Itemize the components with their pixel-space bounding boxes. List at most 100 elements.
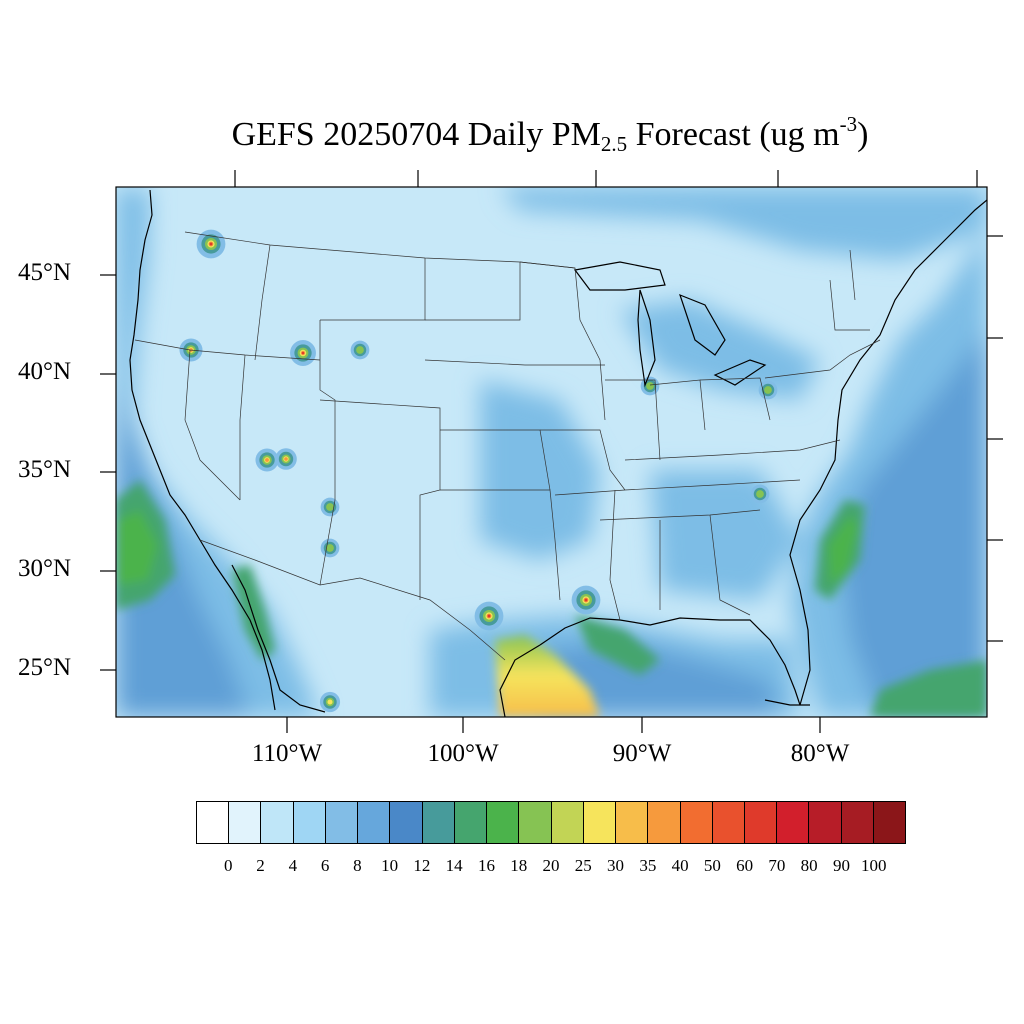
title-prefix: GEFS 20250704 Daily PM <box>231 116 601 153</box>
colorbar-label: 100 <box>860 856 887 875</box>
colorbar-box <box>841 802 874 843</box>
colorbar-label: 10 <box>381 856 399 875</box>
colorbar-box <box>261 802 294 843</box>
hotspot-mark <box>764 386 772 394</box>
lon-label-90w: 90°W <box>612 740 672 767</box>
border-line <box>254 244 271 361</box>
hotspot-mark <box>284 457 288 461</box>
colorbar-box <box>325 802 359 843</box>
hotspot-mark <box>326 503 334 511</box>
lake-erie <box>713 359 767 386</box>
lat-label-45n: 45°N <box>18 259 72 286</box>
hotspot-mark <box>487 614 491 618</box>
colorbar-label: 4 <box>288 856 298 875</box>
california-core <box>118 510 158 585</box>
atlantic-coastline <box>789 199 987 706</box>
colorbar-box <box>519 802 552 843</box>
lake-superior <box>573 261 666 291</box>
colorbar-label: 50 <box>703 856 721 875</box>
colorbar-label: 70 <box>768 856 786 875</box>
tick-marks <box>100 170 1003 733</box>
colorbar-box <box>390 802 423 843</box>
lake-huron <box>679 293 726 356</box>
colorbar-box <box>873 802 906 843</box>
colorbar-label: 35 <box>639 856 657 875</box>
colorbar-label: 18 <box>510 856 528 875</box>
atlantic-core <box>828 515 858 585</box>
title-middle: Forecast (ug m <box>627 116 840 153</box>
border-line <box>609 489 621 621</box>
border-line <box>624 439 841 461</box>
colorbar-box <box>809 802 842 843</box>
caribbean-plume <box>870 660 987 717</box>
title-suffix: ) <box>857 116 869 153</box>
border-line <box>239 354 246 500</box>
hotspot-mark <box>646 382 654 390</box>
border-line <box>709 514 751 616</box>
lat-label-40n: 40°N <box>18 358 72 385</box>
colorbar-box <box>680 802 713 843</box>
colorbar-label: 80 <box>800 856 818 875</box>
colorbar-label: 14 <box>445 856 463 875</box>
lat-label-25n: 25°N <box>18 654 72 681</box>
colorbar-label: 0 <box>224 856 233 875</box>
colorbar-box <box>358 802 391 843</box>
colorbar-label: 25 <box>574 856 592 875</box>
map-frame <box>115 186 988 718</box>
border-line <box>540 429 626 491</box>
hotspot-mark <box>301 351 305 355</box>
border-line <box>605 379 661 461</box>
border-line <box>554 479 801 496</box>
colorbar-label: 40 <box>671 856 689 875</box>
border-line <box>319 320 336 586</box>
midwest-field <box>480 380 600 560</box>
gulf-plume-east <box>575 615 660 675</box>
hotspot-mark <box>327 699 333 705</box>
hotspot-mark <box>265 458 269 462</box>
pacific-deep <box>116 380 250 717</box>
colorbar-box <box>583 802 617 843</box>
hotspot-mark <box>356 346 364 354</box>
hotspot-mark <box>209 242 213 246</box>
colorbar-box <box>454 802 488 843</box>
map-title: GEFS 20250704 Daily PM2.5 Forecast (ug m… <box>0 112 1024 157</box>
mexico-border <box>199 539 506 661</box>
hotspot-mark <box>326 544 334 552</box>
border-line <box>440 489 561 601</box>
border-line <box>849 249 856 301</box>
title-superscript: -3 <box>839 112 858 136</box>
atlantic-deep <box>840 330 987 717</box>
canada-north <box>500 187 987 260</box>
colorbar-label: 90 <box>832 856 850 875</box>
state-borders <box>134 231 881 661</box>
gulf-coastline <box>539 617 801 706</box>
lon-label-80w: 80°W <box>790 740 850 767</box>
colorbar-box <box>712 802 745 843</box>
great-lakes-field <box>620 300 820 400</box>
border-line <box>184 349 241 501</box>
colorbar-box <box>422 802 455 843</box>
colorbar-label: 20 <box>542 856 560 875</box>
colorbar-box <box>487 802 520 843</box>
fire-hotspots <box>179 229 778 713</box>
coastlines <box>129 189 987 717</box>
colorbar-label: 6 <box>320 856 330 875</box>
title-subscript: 2.5 <box>600 132 628 156</box>
colorbar-box <box>293 802 326 843</box>
colorbar-box <box>744 802 778 843</box>
border-line <box>134 339 321 361</box>
mexico-gulf-coast <box>499 644 541 717</box>
colorbar-label: 8 <box>353 856 362 875</box>
border-line <box>764 339 881 379</box>
colorbar-box <box>777 802 810 843</box>
colorbar <box>196 801 906 844</box>
lon-label-100w: 100°W <box>427 740 499 767</box>
border-line <box>519 261 606 421</box>
hotspot-mark <box>756 490 764 498</box>
hotspot-mark <box>584 598 588 602</box>
field-layer <box>116 187 987 717</box>
baja-coastline <box>231 564 326 713</box>
baja-plume <box>232 565 275 660</box>
colorbar-box <box>197 802 230 843</box>
